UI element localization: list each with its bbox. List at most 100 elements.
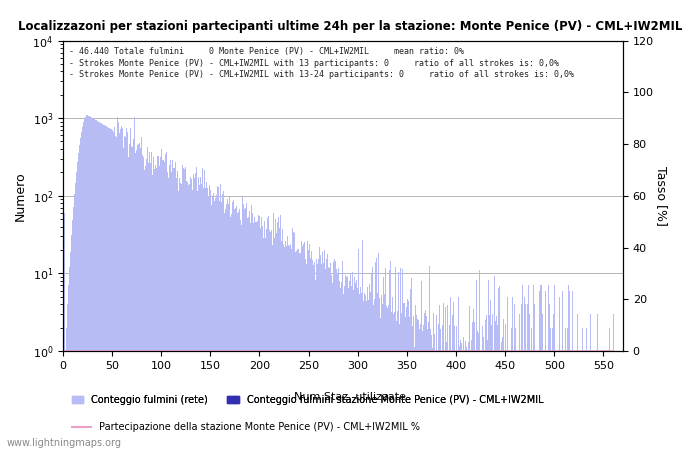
Bar	[195, 173, 196, 450]
Bar	[246, 202, 247, 450]
Bar	[133, 140, 134, 450]
Bar	[200, 177, 201, 450]
Bar	[253, 223, 254, 450]
Bar	[263, 238, 264, 450]
Bar	[464, 351, 466, 450]
Bar	[261, 216, 262, 450]
Bar	[589, 351, 590, 450]
Bar	[507, 297, 508, 450]
Bar	[143, 157, 144, 450]
Bar	[137, 145, 138, 450]
Bar	[492, 314, 493, 450]
Bar	[154, 169, 155, 450]
Bar	[520, 351, 522, 450]
Bar	[316, 259, 317, 450]
Legend: Partecipazione della stazione Monte Penice (PV) - CML+IW2MIL %: Partecipazione della stazione Monte Peni…	[68, 418, 424, 436]
Bar	[561, 291, 563, 450]
Bar	[473, 309, 474, 450]
Bar	[223, 212, 225, 450]
Bar	[138, 144, 139, 450]
Bar	[66, 328, 67, 450]
Bar	[153, 158, 154, 450]
Bar	[323, 263, 324, 450]
Bar	[558, 351, 559, 450]
Bar	[209, 185, 210, 450]
Bar	[174, 163, 176, 450]
Bar	[439, 305, 440, 450]
Bar	[211, 205, 212, 450]
Bar	[371, 274, 372, 450]
Bar	[88, 116, 89, 450]
Bar	[132, 148, 133, 450]
Bar	[305, 259, 306, 450]
Bar	[161, 149, 162, 450]
Bar	[379, 298, 380, 450]
Bar	[141, 137, 142, 450]
Bar	[505, 351, 507, 450]
Bar	[87, 115, 88, 450]
Bar	[79, 145, 81, 450]
Bar	[178, 191, 179, 450]
Bar	[206, 182, 207, 450]
Bar	[488, 280, 489, 450]
Bar	[74, 194, 76, 450]
Bar	[575, 351, 576, 450]
Bar	[412, 326, 413, 450]
Bar	[234, 209, 235, 450]
Bar	[442, 302, 444, 450]
Bar	[80, 138, 81, 450]
Bar	[300, 253, 301, 450]
Bar	[584, 351, 585, 450]
Bar	[204, 170, 205, 450]
Bar	[148, 163, 149, 450]
Bar	[380, 318, 381, 450]
Bar	[551, 351, 552, 450]
Bar	[77, 162, 78, 450]
Bar	[346, 277, 347, 450]
Bar	[244, 208, 245, 450]
Bar	[382, 304, 383, 450]
Bar	[215, 198, 216, 450]
Bar	[189, 184, 190, 450]
Bar	[251, 205, 252, 450]
Bar	[466, 347, 468, 450]
Bar	[599, 351, 600, 450]
Bar	[534, 304, 535, 450]
Bar	[573, 351, 575, 450]
Bar	[461, 343, 463, 450]
Bar	[149, 152, 150, 450]
Bar	[556, 351, 557, 450]
Bar	[428, 322, 429, 450]
Bar	[485, 320, 486, 450]
Bar	[162, 160, 164, 450]
Bar	[248, 217, 249, 450]
Bar	[612, 314, 614, 450]
Text: - 46.440 Totale fulmini     0 Monte Penice (PV) - CML+IW2MIL     mean ratio: 0%
: - 46.440 Totale fulmini 0 Monte Penice (…	[69, 47, 573, 79]
Bar	[422, 331, 423, 450]
Bar	[403, 302, 405, 450]
Bar	[548, 285, 549, 450]
Bar	[262, 226, 263, 450]
Bar	[271, 230, 272, 450]
Bar	[97, 121, 98, 450]
Bar	[139, 143, 140, 450]
Bar	[588, 351, 589, 450]
Bar	[420, 324, 421, 450]
Bar	[542, 314, 543, 450]
Bar	[98, 122, 99, 450]
Bar	[375, 262, 376, 450]
Bar	[549, 304, 550, 450]
Bar	[566, 351, 568, 450]
Bar	[201, 184, 202, 450]
Bar	[82, 126, 83, 450]
Bar	[475, 351, 476, 450]
Bar	[72, 220, 74, 450]
Bar	[281, 229, 283, 450]
Bar	[541, 285, 542, 450]
Bar	[576, 351, 578, 450]
Bar	[332, 262, 334, 450]
Bar	[423, 324, 424, 450]
Bar	[451, 350, 452, 450]
Bar	[160, 157, 161, 450]
Bar	[308, 250, 309, 450]
